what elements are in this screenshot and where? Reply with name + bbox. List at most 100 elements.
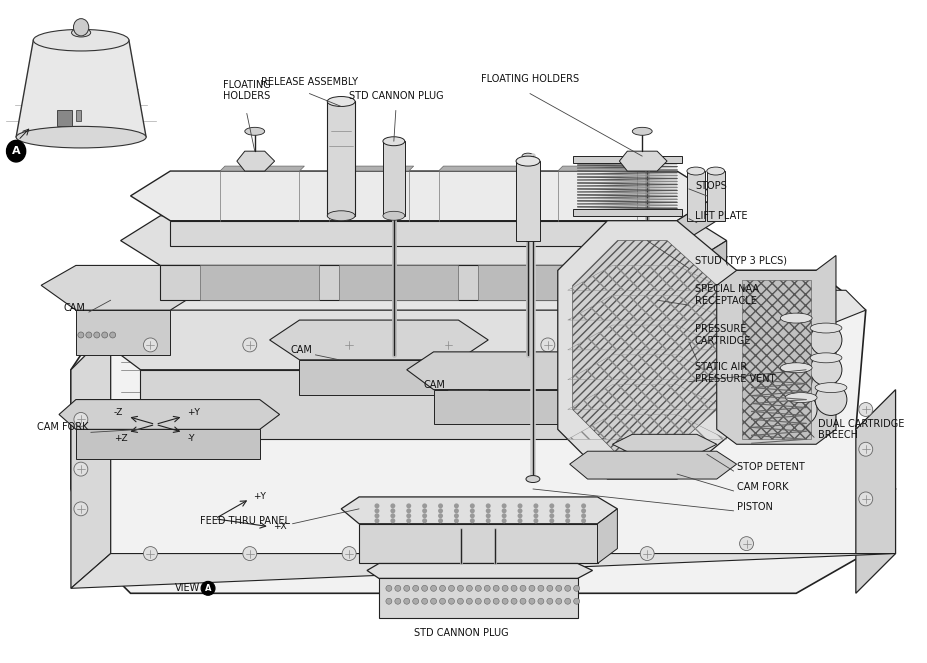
Circle shape	[520, 585, 526, 591]
Circle shape	[550, 518, 554, 523]
Circle shape	[375, 513, 379, 518]
Ellipse shape	[53, 32, 109, 49]
Circle shape	[422, 518, 427, 523]
Polygon shape	[717, 255, 836, 444]
Polygon shape	[706, 171, 725, 221]
Polygon shape	[742, 280, 811, 440]
Circle shape	[441, 338, 455, 352]
Circle shape	[517, 503, 523, 509]
Circle shape	[550, 509, 554, 513]
Circle shape	[581, 509, 586, 513]
Circle shape	[486, 503, 490, 509]
Polygon shape	[76, 110, 82, 121]
Circle shape	[565, 518, 570, 523]
Circle shape	[470, 513, 475, 518]
Polygon shape	[359, 524, 598, 564]
Polygon shape	[220, 166, 304, 171]
Text: STD CANNON PLUG: STD CANNON PLUG	[349, 91, 443, 101]
Polygon shape	[141, 370, 677, 440]
Polygon shape	[171, 221, 677, 245]
Ellipse shape	[810, 323, 842, 333]
Circle shape	[395, 598, 400, 604]
Circle shape	[74, 502, 88, 516]
Text: PISTON: PISTON	[737, 502, 772, 512]
Polygon shape	[687, 171, 705, 221]
Circle shape	[486, 509, 490, 513]
Polygon shape	[677, 196, 717, 245]
Circle shape	[342, 546, 356, 560]
Polygon shape	[438, 166, 523, 171]
Circle shape	[565, 513, 570, 518]
Polygon shape	[856, 390, 895, 593]
Circle shape	[517, 518, 523, 523]
Circle shape	[574, 585, 579, 591]
Text: PRESSURE
CARTRIDGE: PRESSURE CARTRIDGE	[695, 324, 751, 346]
Circle shape	[740, 536, 754, 550]
Text: STOPS: STOPS	[695, 181, 727, 191]
Circle shape	[502, 503, 507, 509]
Polygon shape	[131, 171, 717, 221]
Text: DUAL CARTRIDGE
BREECH: DUAL CARTRIDGE BREECH	[819, 418, 905, 440]
Polygon shape	[570, 452, 737, 479]
Circle shape	[502, 509, 507, 513]
Circle shape	[406, 518, 412, 523]
Circle shape	[454, 503, 459, 509]
Polygon shape	[76, 430, 260, 459]
Text: FLOATING
HOLDERS: FLOATING HOLDERS	[222, 80, 271, 101]
Polygon shape	[71, 271, 895, 593]
Text: +Y: +Y	[187, 408, 200, 417]
Circle shape	[493, 585, 499, 591]
Text: FEED THRU PANEL: FEED THRU PANEL	[199, 516, 289, 526]
Circle shape	[144, 546, 158, 560]
Circle shape	[533, 503, 539, 509]
Circle shape	[342, 338, 356, 352]
Circle shape	[740, 313, 754, 327]
Circle shape	[540, 338, 554, 352]
Circle shape	[466, 598, 473, 604]
Circle shape	[502, 598, 508, 604]
Polygon shape	[41, 265, 210, 310]
Ellipse shape	[706, 167, 725, 175]
Circle shape	[581, 518, 586, 523]
Ellipse shape	[810, 353, 842, 363]
Polygon shape	[101, 310, 717, 370]
Text: A: A	[12, 146, 20, 156]
Circle shape	[484, 585, 490, 591]
Circle shape	[386, 598, 392, 604]
Circle shape	[565, 503, 570, 509]
Circle shape	[438, 518, 443, 523]
Circle shape	[538, 585, 544, 591]
Polygon shape	[598, 509, 617, 564]
Circle shape	[511, 598, 517, 604]
Circle shape	[94, 332, 100, 338]
Circle shape	[858, 402, 872, 416]
Ellipse shape	[516, 156, 540, 166]
Polygon shape	[270, 320, 489, 360]
Polygon shape	[71, 554, 895, 588]
Circle shape	[815, 384, 847, 416]
Circle shape	[517, 513, 523, 518]
Text: A: A	[205, 584, 211, 593]
Circle shape	[502, 518, 507, 523]
Polygon shape	[478, 265, 598, 300]
Text: CAM: CAM	[290, 345, 312, 355]
Circle shape	[538, 598, 544, 604]
Circle shape	[454, 513, 459, 518]
Circle shape	[641, 546, 654, 560]
Circle shape	[550, 513, 554, 518]
Ellipse shape	[33, 29, 129, 51]
Circle shape	[375, 509, 379, 513]
Circle shape	[533, 509, 539, 513]
Polygon shape	[121, 215, 727, 265]
Circle shape	[74, 462, 88, 476]
Circle shape	[781, 364, 812, 396]
Circle shape	[201, 581, 215, 595]
Ellipse shape	[781, 313, 812, 323]
Circle shape	[565, 509, 570, 513]
Circle shape	[533, 518, 539, 523]
Circle shape	[858, 492, 872, 506]
Circle shape	[547, 585, 552, 591]
Text: VIEW: VIEW	[175, 583, 200, 593]
Circle shape	[476, 598, 481, 604]
Circle shape	[457, 598, 464, 604]
